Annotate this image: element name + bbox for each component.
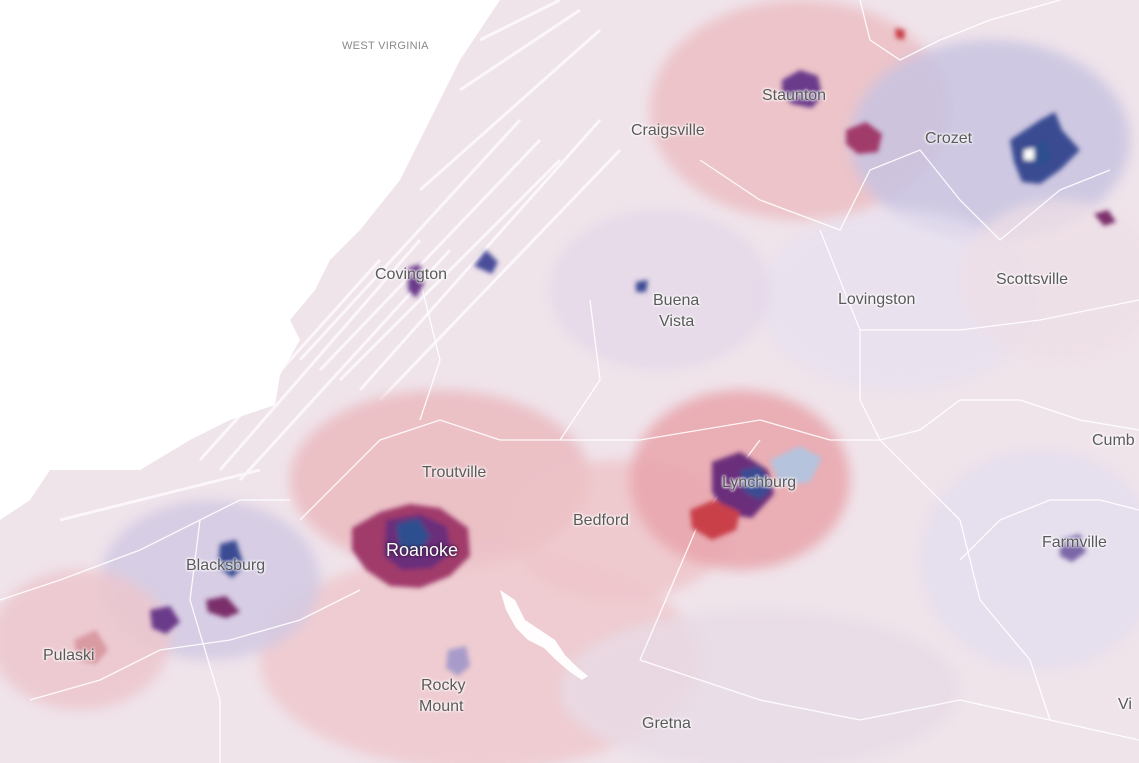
buena-vista-dot (636, 280, 648, 292)
lynchburg-south-red (690, 500, 740, 540)
place-label-farmville: Farmville (1042, 534, 1107, 551)
place-label-vi: Vi (1118, 696, 1132, 713)
roanoke-blue (396, 518, 430, 552)
staunton-dot (895, 28, 905, 40)
wash-gretna-neutral (560, 610, 960, 763)
place-label-crozet: Crozet (925, 130, 973, 147)
place-label-covington: Covington (375, 266, 448, 283)
place-label-lovingston: Lovingston (838, 291, 916, 308)
farmville-area (1060, 534, 1086, 562)
place-label-gretna: Gretna (642, 715, 691, 732)
wash-buena-vista (550, 210, 770, 370)
shaded-areas (74, 28, 1116, 676)
place-label-troutville: Troutville (422, 464, 487, 481)
ridge-texture (59, 0, 622, 522)
lynchburg-blue (740, 466, 772, 500)
covington-area (408, 264, 424, 298)
lynchburg-east-light (770, 446, 822, 486)
place-label-lynchburg: Lynchburg (722, 474, 797, 491)
place-label-pulaski: Pulaski (43, 647, 95, 664)
place-label-buena: Buena (653, 292, 700, 309)
staunton-area (782, 70, 822, 108)
wash-farmville-neutral (920, 450, 1139, 670)
place-label-staunton: Staunton (762, 87, 827, 104)
place-label-bedford: Bedford (573, 512, 630, 529)
place-label-blacksburg: Blacksburg (186, 557, 266, 574)
charlottesville-core (1028, 140, 1052, 168)
state-label-west-virginia: WEST VIRGINIA (342, 40, 429, 52)
place-label-vista: Vista (659, 313, 695, 330)
blacksburg-south (206, 596, 240, 618)
covington-east (474, 250, 498, 274)
place-label-roanoke: Roanoke (386, 540, 459, 560)
blacksburg-area (218, 540, 244, 578)
wash-scottsville (960, 200, 1139, 360)
charlottesville-east (1094, 210, 1116, 226)
christiansburg-area (150, 606, 180, 634)
place-label-craigsville: Craigsville (631, 122, 705, 139)
staunton-south (846, 122, 882, 154)
pulaski-area (74, 630, 108, 664)
smith-mountain-lake (500, 590, 588, 680)
place-label-rocky: Rocky (421, 677, 466, 694)
place-label-cumb: Cumb (1092, 432, 1135, 449)
place-label-scottsville: Scottsville (996, 271, 1069, 288)
place-label-mount: Mount (419, 698, 464, 715)
rocky-mount-area (446, 646, 470, 676)
charlottesville-hole (1024, 148, 1034, 160)
